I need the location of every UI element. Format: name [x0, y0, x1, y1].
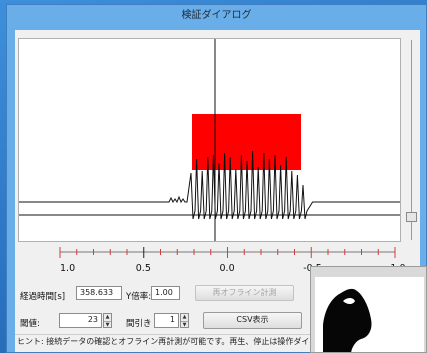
threshold-down-icon[interactable]: ▼	[104, 320, 111, 328]
overlapping-window	[310, 266, 427, 353]
highlight-region	[192, 114, 301, 170]
vertical-scrollbar[interactable]	[406, 38, 418, 244]
interval-up-icon[interactable]: ▲	[182, 314, 187, 320]
waveform-plot	[18, 38, 401, 242]
threshold-up-icon[interactable]: ▲	[105, 314, 110, 320]
elapsed-time-label: 経過時間[s]	[20, 292, 66, 302]
scrollbar-thumb[interactable]	[406, 212, 417, 222]
threshold-label: 閾値:	[20, 319, 40, 329]
interval-down-icon[interactable]: ▼	[181, 320, 188, 328]
elapsed-time-field: 358.633	[76, 286, 122, 300]
threshold-spinner[interactable]: ▲ ▼	[103, 313, 112, 328]
waveform-trace	[19, 150, 400, 220]
y-scale-label: Y倍率:	[126, 292, 152, 302]
window-title: 検証ダイアログ	[181, 10, 252, 21]
dialog-client-area: 1.00.50.0-0.5-1.0 [sec] 経過時間[s] 358.633 …	[15, 30, 420, 352]
hint-bar: ヒント: 接続データの確認とオフライン再計測が可能です。再生、停止は操作ダイアロ…	[15, 334, 420, 348]
overlapping-window-image	[311, 267, 426, 352]
threshold-input[interactable]: 23	[59, 313, 102, 328]
verification-dialog: 検証ダイアログ 1.00.50.0-0.5-1.0 [sec] 経過時間[s] …	[6, 4, 427, 353]
time-tick-label: 0.5	[136, 263, 151, 274]
time-tick-label: 1.0	[60, 263, 75, 274]
csv-display-button[interactable]: CSV表示	[203, 312, 302, 329]
waveform-canvas	[19, 39, 400, 241]
y-scale-input[interactable]: 1.00	[151, 286, 180, 300]
time-tick-label: 0.0	[220, 263, 235, 274]
interval-spinner[interactable]: ▲ ▼	[180, 313, 189, 328]
reoffline-measure-button[interactable]: 再オフライン計測	[195, 285, 294, 301]
interval-input[interactable]: 1	[154, 313, 179, 328]
interval-label: 間引き	[126, 319, 152, 329]
scrollbar-track	[411, 40, 412, 240]
